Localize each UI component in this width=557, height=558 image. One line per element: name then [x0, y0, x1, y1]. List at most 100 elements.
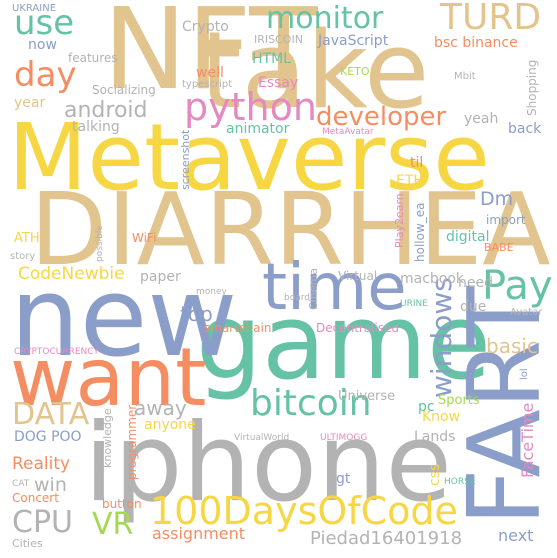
word-typescript: typescript: [182, 79, 233, 90]
word-mbit: Mbit: [454, 71, 476, 82]
word-day: day: [14, 55, 77, 95]
word-pay: Pay: [482, 263, 553, 309]
word-animator: animator: [226, 121, 290, 137]
word-use: use: [14, 3, 75, 43]
word-time: time: [262, 251, 407, 325]
word-money: money: [196, 287, 227, 297]
word-import: import: [486, 213, 526, 227]
word-cryptocurrency: CRYPTOCURRENCY: [14, 347, 99, 357]
word-features: features: [68, 51, 118, 65]
word-horse: HORSE: [444, 477, 476, 487]
word-need: need: [458, 275, 493, 291]
word-next: next: [498, 526, 534, 545]
word-basic: basic: [486, 334, 538, 358]
word-developer: developer: [316, 102, 447, 132]
word-paper: paper: [140, 269, 181, 285]
word-bsc-binance: bsc binance: [434, 35, 518, 51]
word-dm: Dm: [480, 188, 514, 210]
word-virtual: Virtual: [338, 269, 378, 283]
word-windows: windows: [425, 277, 458, 398]
word-facetime: FaceTime: [518, 402, 537, 478]
word-macbook: macbook: [400, 271, 465, 287]
word-metaavatar: MetaAvatar: [322, 127, 374, 137]
word-decentralised: Decentralised: [316, 321, 400, 335]
word-piedad16401918: Piedad16401918: [310, 528, 463, 549]
word-knowledge: knowledge: [101, 408, 114, 468]
word-sports: Sports: [438, 393, 480, 408]
word-well: well: [196, 65, 224, 81]
word-ultimogg: ULTIMOGG: [320, 433, 368, 443]
word-vr: VR: [92, 507, 134, 542]
word-cpu: CPU: [12, 505, 73, 540]
word-anyone: anyone: [144, 417, 196, 433]
word-new: new: [10, 253, 238, 381]
word-iriscoin: IRISCOIN: [254, 33, 303, 46]
word-diarrhea: DIARRHEA: [30, 171, 551, 288]
word-urine: URINE: [400, 299, 428, 309]
word-socializing: Socializing: [92, 83, 156, 97]
word-dog-poo: DOG POO: [14, 429, 82, 445]
word-ukraine: UKRAINE: [12, 3, 57, 14]
word-concert: Concert: [12, 491, 59, 505]
word-eth: ETH: [396, 173, 424, 189]
word-bitcoin: bitcoin: [250, 383, 372, 424]
word-android: android: [64, 98, 148, 123]
word-gt: gt: [336, 471, 351, 487]
word-crypto: Crypto: [182, 19, 229, 35]
word-lands: Lands: [414, 429, 456, 445]
word-javascript: JavaScript: [318, 33, 389, 49]
word-wifi: WiFi: [132, 231, 157, 245]
word-assignment: assignment: [152, 524, 246, 543]
word-year: year: [14, 95, 46, 111]
word-reality: Reality: [12, 454, 71, 474]
word-ath: ATH: [14, 231, 40, 246]
word-python: python: [184, 85, 317, 129]
word-top: top: [180, 302, 213, 326]
word-avatar: Avatar: [510, 307, 543, 318]
word-turd: TURD: [440, 0, 542, 38]
word-til: til: [410, 155, 424, 171]
word-button: button: [102, 497, 142, 511]
word-lol: lol: [519, 368, 530, 380]
word-hollow-ea: hollow_ea: [413, 202, 427, 262]
word-play2earn: Play2earn: [393, 193, 406, 248]
word-virtualworld: VirtualWorld: [234, 433, 290, 443]
word-cat: CAT: [12, 479, 30, 489]
word-pc: pc: [418, 399, 435, 415]
word-css: css: [427, 463, 443, 486]
word-yeah: yeah: [464, 111, 499, 127]
word-babe: BABE: [484, 241, 514, 254]
word-know: Know: [422, 409, 461, 425]
word-essay: Essay: [258, 75, 299, 91]
word-board: board: [284, 293, 310, 303]
word-html: HTML: [252, 51, 291, 67]
word-keto: KETO: [340, 65, 370, 78]
word-want: want: [10, 331, 207, 424]
word-talking: talking: [72, 119, 120, 135]
word-screenshot: screenshot: [179, 129, 192, 190]
word-shopping: Shopping: [525, 59, 539, 116]
word-win: win: [34, 474, 67, 496]
word-100daysofcode: 100DaysOfCode: [150, 489, 458, 533]
word-back: back: [508, 121, 542, 137]
word-take: take: [200, 9, 430, 132]
word-programmer: programmer: [125, 404, 139, 480]
word-digital: digital: [446, 229, 490, 245]
word-possible: possible: [95, 225, 105, 262]
word-now: now: [28, 37, 57, 53]
word-metaverse: Metaverse: [8, 104, 490, 211]
word-nft: NFT: [103, 0, 318, 115]
word-iphone: iphone: [84, 401, 452, 526]
word-monitor: monitor: [266, 1, 384, 36]
word-due: due: [460, 299, 487, 315]
word-universe: Universe: [338, 389, 396, 404]
word-codenewbie: CodeNewbie: [18, 264, 125, 284]
word-game: game: [196, 281, 492, 403]
word-data: DATA: [12, 397, 90, 432]
word-smartchain: smartchain: [204, 321, 272, 335]
word-away: away: [134, 396, 187, 420]
word-cities: Cities: [12, 537, 43, 550]
word-story: story: [10, 251, 36, 262]
word-cinema: Cinema: [307, 268, 320, 310]
